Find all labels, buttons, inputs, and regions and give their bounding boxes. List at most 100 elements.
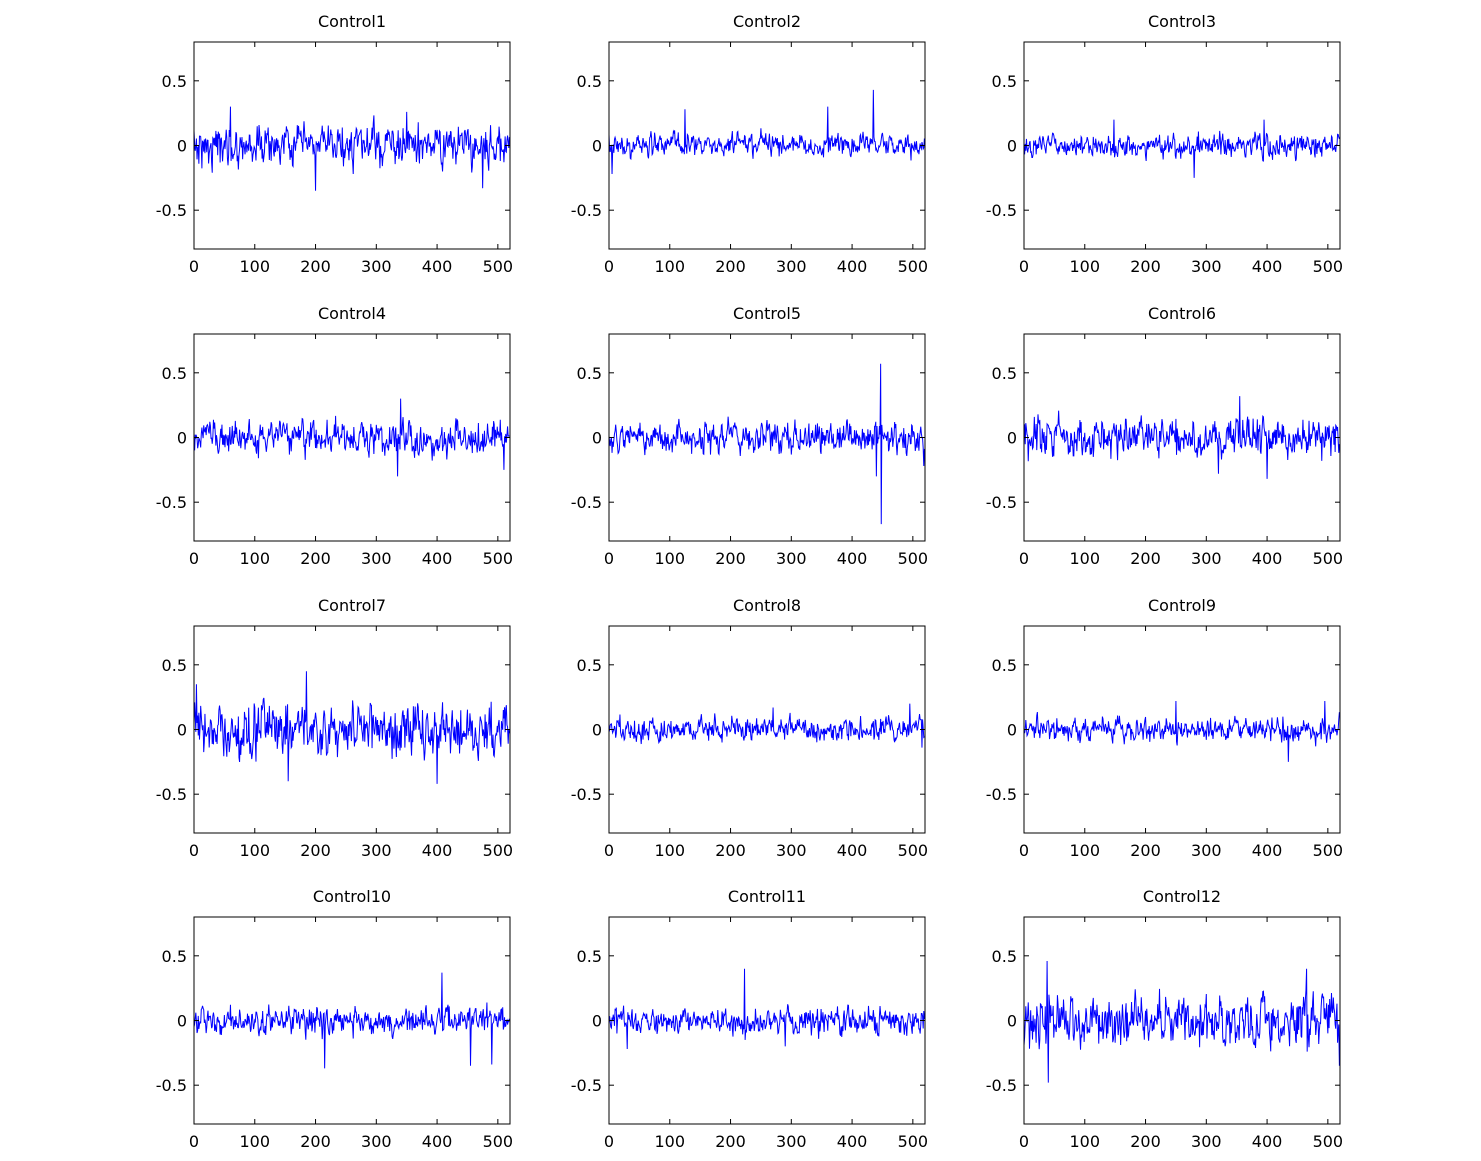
x-tick-label: 400 [837, 841, 868, 860]
subplot-title: Control6 [1148, 304, 1216, 323]
subplot-5: 0.5 0 -0.5 0 100 200 300 400 500 Control5 [571, 304, 928, 568]
y-tick-label: 0 [592, 429, 602, 448]
subplot-title: Control9 [1148, 596, 1216, 615]
x-tick-label: 400 [422, 257, 453, 276]
y-tick-label: 0.5 [162, 947, 187, 966]
subplot-10: 0.5 0 -0.5 0 100 200 300 400 500 Control10 [156, 887, 513, 1151]
series-line [609, 968, 925, 1049]
subplot-12: 0.5 0 -0.5 0 100 200 300 400 500 Control12 [986, 887, 1343, 1151]
x-tick-label: 500 [1313, 257, 1344, 276]
x-tick-label: 100 [654, 257, 685, 276]
x-tick-label: 0 [1019, 841, 1029, 860]
subplot-title: Control8 [733, 596, 801, 615]
series-line [1024, 396, 1340, 479]
subplot-title: Control1 [318, 12, 386, 31]
x-tick-label: 200 [715, 841, 746, 860]
series-line [1024, 119, 1340, 178]
series-line [194, 398, 510, 477]
y-tick-label: 0 [1007, 721, 1017, 740]
x-tick-label: 400 [1252, 841, 1283, 860]
series-line [609, 89, 925, 174]
x-tick-label: 300 [1191, 257, 1222, 276]
x-tick-label: 0 [189, 1132, 199, 1151]
x-tick-label: 500 [1313, 1132, 1344, 1151]
x-tick-label: 200 [715, 257, 746, 276]
x-tick-label: 100 [1069, 1132, 1100, 1151]
x-tick-label: 300 [1191, 1132, 1222, 1151]
x-tick-label: 0 [604, 1132, 614, 1151]
x-tick-label: 300 [361, 549, 392, 568]
x-tick-label: 100 [239, 1132, 270, 1151]
subplot-3: 0.5 0 -0.5 0 100 200 300 400 500 Control3 [986, 12, 1343, 276]
x-tick-label: 200 [1130, 257, 1161, 276]
y-tick-label: 0.5 [162, 72, 187, 91]
x-tick-label: 0 [189, 549, 199, 568]
subplot-title: Control5 [733, 304, 801, 323]
x-tick-label: 400 [837, 257, 868, 276]
y-tick-label: 0.5 [162, 364, 187, 383]
y-tick-label: -0.5 [986, 201, 1017, 220]
x-tick-label: 400 [837, 549, 868, 568]
series-line [1024, 960, 1340, 1083]
subplot-title: Control3 [1148, 12, 1216, 31]
subplot-6: 0.5 0 -0.5 0 100 200 300 400 500 Control6 [986, 304, 1343, 568]
x-tick-label: 100 [239, 549, 270, 568]
x-tick-label: 500 [1313, 841, 1344, 860]
x-tick-label: 100 [239, 257, 270, 276]
y-tick-label: -0.5 [571, 201, 602, 220]
y-tick-label: -0.5 [156, 493, 187, 512]
x-tick-label: 200 [715, 549, 746, 568]
subplot-title: Control10 [313, 887, 391, 906]
subplot-title: Control12 [1143, 887, 1221, 906]
x-tick-label: 500 [898, 1132, 929, 1151]
x-tick-label: 300 [361, 257, 392, 276]
x-tick-label: 0 [604, 257, 614, 276]
y-tick-label: 0.5 [577, 364, 602, 383]
y-tick-label: 0 [177, 429, 187, 448]
y-tick-label: -0.5 [156, 1076, 187, 1095]
x-tick-label: 200 [715, 1132, 746, 1151]
x-tick-label: 400 [1252, 549, 1283, 568]
x-tick-label: 0 [189, 257, 199, 276]
x-tick-label: 100 [1069, 549, 1100, 568]
x-tick-label: 100 [1069, 257, 1100, 276]
x-tick-label: 200 [1130, 841, 1161, 860]
x-tick-label: 400 [1252, 1132, 1283, 1151]
series-line [194, 106, 510, 191]
x-tick-label: 0 [604, 841, 614, 860]
subplot-7: 0.5 0 -0.5 0 100 200 300 400 500 Control7 [156, 596, 513, 860]
x-tick-label: 100 [1069, 841, 1100, 860]
x-tick-label: 200 [300, 257, 331, 276]
series-line [194, 972, 510, 1069]
subplot-title: Control7 [318, 596, 386, 615]
y-tick-label: -0.5 [156, 785, 187, 804]
x-tick-label: 500 [898, 257, 929, 276]
y-tick-label: 0.5 [992, 72, 1017, 91]
y-tick-label: -0.5 [571, 1076, 602, 1095]
x-tick-label: 300 [776, 1132, 807, 1151]
x-tick-label: 300 [361, 841, 392, 860]
x-tick-label: 500 [898, 549, 929, 568]
x-tick-label: 300 [1191, 549, 1222, 568]
y-tick-label: 0 [592, 1012, 602, 1031]
y-tick-label: -0.5 [571, 493, 602, 512]
x-tick-label: 200 [300, 549, 331, 568]
subplot-9: 0.5 0 -0.5 0 100 200 300 400 500 Control9 [986, 596, 1343, 860]
subplot-2: 0.5 0 -0.5 0 100 200 300 400 500 Control2 [571, 12, 928, 276]
subplot-title: Control11 [728, 887, 806, 906]
x-tick-label: 200 [300, 841, 331, 860]
x-tick-label: 100 [654, 549, 685, 568]
y-tick-label: 0 [177, 721, 187, 740]
subplot-8: 0.5 0 -0.5 0 100 200 300 400 500 Control8 [571, 596, 928, 860]
y-tick-label: 0.5 [577, 656, 602, 675]
x-tick-label: 500 [898, 841, 929, 860]
subplot-4: 0.5 0 -0.5 0 100 200 300 400 500 Control4 [156, 304, 513, 568]
y-tick-label: 0.5 [577, 947, 602, 966]
subplot-1: 0.5 0 -0.5 0 100 200 300 400 500 Control1 [156, 12, 513, 276]
x-tick-label: 200 [1130, 1132, 1161, 1151]
x-tick-label: 0 [1019, 549, 1029, 568]
y-tick-label: 0 [177, 1012, 187, 1031]
x-tick-label: 100 [654, 841, 685, 860]
x-tick-label: 200 [300, 1132, 331, 1151]
